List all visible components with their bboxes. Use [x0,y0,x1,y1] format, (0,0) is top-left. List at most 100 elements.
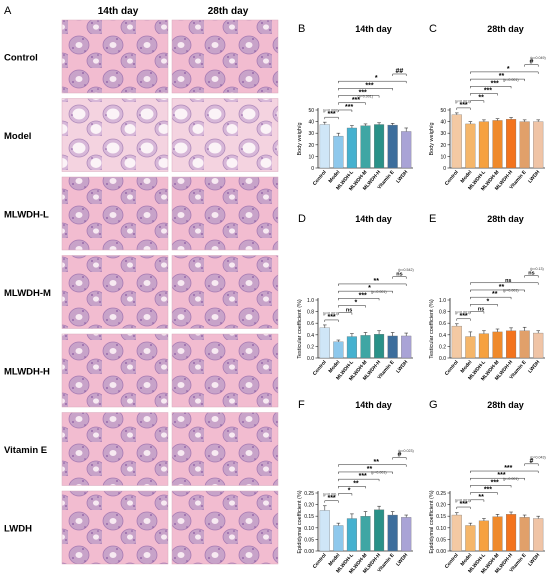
bar [387,124,398,169]
significance-bracket [338,109,353,112]
panel-letter: E [429,213,436,225]
significance-label: ** [374,278,380,285]
bar [506,119,517,169]
p-value-label: (p=0.043) [530,455,545,459]
bar [333,341,344,359]
significance-label: # [529,458,533,465]
panel-a-letter: A [4,5,12,17]
bar [465,336,476,359]
significance-bracket [524,275,539,278]
significance-label: ** [353,480,359,487]
significance-label: * [487,298,490,305]
p-value-label: (p=0.542) [398,268,413,272]
significance-bracket [470,71,539,74]
bar [374,509,385,552]
y-tick-label: 0.0 [439,356,446,362]
histology-row-label: LWDH [4,524,32,535]
panel-letter: B [298,23,305,35]
bar [506,514,517,552]
panel-letter: C [429,23,437,35]
y-tick-label: 0.25 [436,491,446,497]
significance-label: * [355,300,358,307]
p-value-label: (p=0.049) [530,56,545,60]
bar [387,514,398,552]
p-value-label: (p=0.13) [530,267,544,271]
significance-label: * [348,488,351,495]
bar [506,330,517,359]
p-value-label: (p=0.001) [455,99,470,103]
chart-title: 28th day [487,400,524,410]
significance-bracket [470,499,485,502]
significance-label: # [529,59,533,66]
p-value-label: (p=0.001) [503,289,518,293]
bar [478,333,489,359]
bar [374,334,385,359]
x-tick-label: Control [312,169,328,187]
chart-title: 28th day [487,214,524,224]
significance-bracket [456,506,471,510]
significance-label: * [507,66,510,73]
bar [519,517,530,552]
y-axis-label: Epididymal coefficient (%) [429,490,435,553]
panel-letter: G [429,399,438,411]
bar [346,336,357,359]
histology-image-day28 [171,490,279,565]
significance-bracket [470,282,539,285]
histology-image-day28 [171,412,279,486]
bar [533,121,544,169]
y-tick-label: 1.0 [439,298,446,304]
bar [478,520,489,552]
significance-label: *** [491,479,499,486]
significance-label: ** [367,466,373,473]
y-tick-label: 30 [440,131,446,137]
significance-label: *** [345,104,353,111]
y-tick-label: 0.2 [307,344,314,350]
y-tick-label: 0.8 [307,310,314,316]
histology-row-label: Vitamin E [4,445,47,456]
y-tick-label: 50 [308,108,314,114]
y-tick-label: 40 [440,120,446,126]
histology-image-day14 [61,490,169,565]
significance-bracket [470,470,539,474]
significance-bracket [338,464,407,467]
x-tick-label: LWDH [527,169,541,184]
chart-title: 28th day [487,24,524,34]
significance-label: *** [504,465,512,472]
bar [451,114,462,169]
histology-row-label: MLWDH-L [4,210,49,221]
significance-label: *** [359,473,367,480]
y-tick-label: 0.00 [304,549,314,555]
histology-row-label: MLWDH-M [4,288,51,299]
y-tick-label: 30 [308,131,314,137]
y-tick-label: 0.25 [304,491,314,497]
significance-bracket [470,485,512,488]
y-axis-label: Epididymal coefficient (%) [297,490,303,553]
significance-bracket [470,78,525,82]
significance-label: * [375,75,378,82]
p-value-label: (p=0.000) [323,109,338,113]
histology-image-day14 [61,255,169,329]
significance-bracket [338,298,380,301]
chart-panel-d: D 14th day 0.0 0.2 0.4 0.6 0.8 1.0 Testicular co… [297,213,414,382]
p-value-label: (p=0.00) [323,492,337,496]
significance-label: *** [459,102,467,109]
histology-image-day14 [61,412,169,486]
x-tick-label: Control [444,359,460,377]
significance-label: *** [484,88,492,95]
y-tick-label: 0.10 [304,526,314,532]
bar [478,121,489,169]
histology-row-label: MLWDH-H [4,367,50,378]
y-tick-label: 0.05 [436,537,446,543]
significance-bracket [470,289,525,292]
significance-label: *** [365,82,373,89]
y-tick-label: 0.15 [436,514,446,520]
x-tick-label: LWDH [395,169,409,184]
significance-label: *** [459,313,467,320]
significance-bracket [338,305,366,308]
significance-label: * [368,285,371,292]
y-tick-label: 0.00 [436,549,446,555]
histology-row-label: Model [4,131,31,142]
